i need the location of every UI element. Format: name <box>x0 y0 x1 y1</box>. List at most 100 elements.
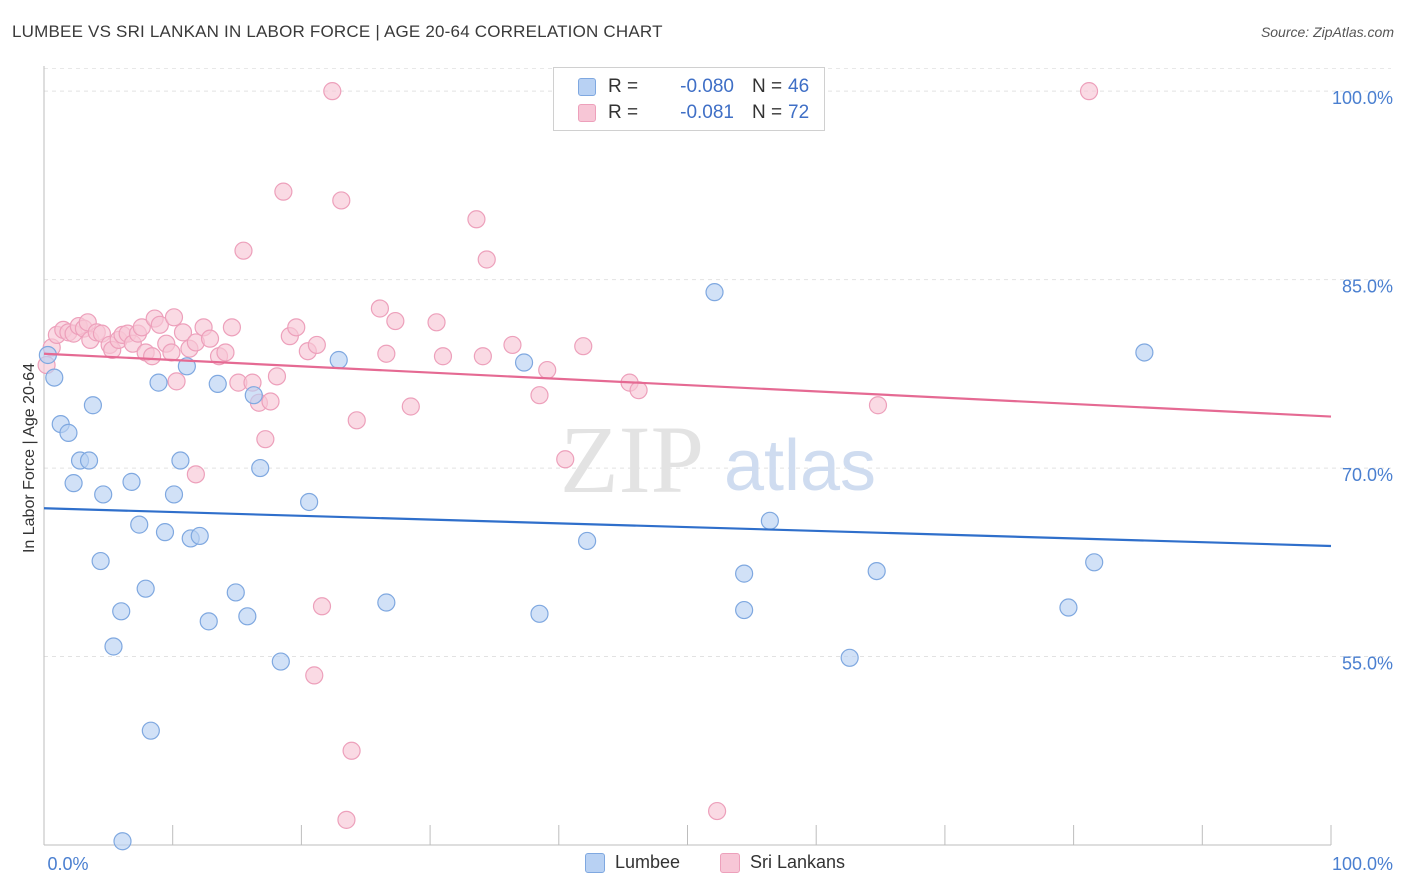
lumbee-trend-line <box>43 507 1332 548</box>
srilankan-swatch <box>578 104 596 122</box>
r-label: R = <box>608 102 639 123</box>
srilankan-point <box>629 381 648 400</box>
lumbee-point <box>177 357 196 376</box>
x-tick-label: 0.0% <box>47 854 88 874</box>
srilankan-point <box>332 191 351 210</box>
lumbee-point <box>155 523 175 542</box>
legend-row-srilankan: R = -0.081 N = 72 <box>578 101 818 125</box>
lumbee-point <box>377 593 396 612</box>
srilankan-point <box>222 318 242 337</box>
lumbee-point <box>1085 553 1104 572</box>
srilankan-point <box>433 347 453 366</box>
srilankan-point <box>143 347 162 366</box>
lumbee-point <box>1135 343 1154 362</box>
chart-title: LUMBEE VS SRI LANKAN IN LABOR FORCE | AG… <box>12 22 663 41</box>
legend-item-lumbee[interactable]: Lumbee <box>585 852 680 873</box>
srilankan-point <box>467 210 486 229</box>
lumbee-point <box>840 648 859 667</box>
srilankan-point <box>530 386 549 405</box>
srilankan-point <box>173 323 193 342</box>
series-legend: Lumbee Sri Lankans <box>0 852 1406 878</box>
srilankan-point <box>370 299 390 318</box>
watermark: ZIP atlas <box>560 406 876 513</box>
lumbee-point <box>735 564 754 583</box>
lumbee-point <box>760 511 779 530</box>
lumbee-point <box>112 602 131 621</box>
r-value: -0.080 <box>680 76 734 97</box>
source-label: Source: ZipAtlas.com <box>1260 24 1394 40</box>
legend-label-srilankan: Sri Lankans <box>750 852 846 872</box>
srilankan-point <box>477 250 496 269</box>
lumbee-point <box>94 485 113 504</box>
r-value: -0.081 <box>680 102 734 123</box>
srilankan-point <box>574 337 593 356</box>
n-value: 72 <box>788 102 810 123</box>
srilankan-point <box>312 597 332 616</box>
lumbee-point <box>251 458 270 478</box>
n-label: N = <box>752 102 783 123</box>
srilankan-point <box>150 315 169 334</box>
srilankan-point <box>347 411 366 430</box>
lumbee-point <box>91 551 110 571</box>
srilankan-point <box>164 308 184 327</box>
lumbee-point <box>113 832 132 851</box>
lumbee-point <box>867 561 886 581</box>
lumbee-point <box>136 579 155 598</box>
lumbee-point <box>171 451 190 470</box>
lumbee-point <box>735 600 754 620</box>
srilankan-point <box>386 311 405 331</box>
srilankan-point <box>132 318 151 337</box>
srilankan-point <box>868 396 888 415</box>
lumbee-point <box>122 472 141 491</box>
srilankan-point <box>216 343 235 362</box>
lumbee-point <box>244 386 263 405</box>
lumbee-point <box>164 485 184 504</box>
lumbee-point <box>130 515 149 534</box>
srilankan-point <box>556 450 575 469</box>
lumbee-point <box>530 604 549 623</box>
n-label: N = <box>752 76 783 97</box>
lumbee-point <box>45 368 64 387</box>
srilankan-point <box>538 360 557 380</box>
legend-row-lumbee: R = -0.080 N = 46 <box>578 75 818 99</box>
lumbee-point <box>190 526 209 546</box>
lumbee-point <box>104 637 123 656</box>
srilankan-trend-line <box>43 352 1332 418</box>
y-tick-label: 70.0% <box>1342 465 1393 485</box>
lumbee-point <box>705 283 724 302</box>
y-axis-label: In Labor Force | Age 20-64 <box>21 363 38 553</box>
srilankan-point <box>473 347 492 366</box>
lumbee-point <box>64 474 83 493</box>
lumbee-point <box>271 652 290 671</box>
srilankan-point <box>256 430 275 449</box>
lumbee-swatch <box>578 78 596 96</box>
n-value: 46 <box>788 76 810 97</box>
y-tick-label: 55.0% <box>1342 654 1393 674</box>
srilankan-point <box>337 810 356 829</box>
x-tick-labels: 0.0% 100.0% <box>47 854 1393 874</box>
legend-label-lumbee: Lumbee <box>615 852 681 872</box>
srilankan-point <box>708 801 727 821</box>
lumbee-point <box>514 353 534 372</box>
srilankan-point <box>305 666 324 685</box>
lumbee-legend-swatch <box>585 852 605 873</box>
lumbee-point <box>300 492 319 512</box>
srilankan-point <box>401 397 420 416</box>
srilankan-legend-swatch <box>720 852 740 873</box>
srilankan-point <box>267 367 287 386</box>
srilankan-point <box>167 372 186 391</box>
y-tick-label: 100.0% <box>1332 88 1393 108</box>
srilankan-point <box>377 344 396 363</box>
watermark-atlas: atlas <box>724 426 876 506</box>
lumbee-point <box>149 373 168 392</box>
lumbee-point <box>208 374 227 393</box>
lumbee-point <box>329 350 348 370</box>
srilankan-point <box>307 335 326 355</box>
lumbee-points <box>38 283 1154 851</box>
srilankan-point <box>342 741 361 760</box>
stats-legend: R = -0.080 N = 46 R = -0.081 N = 72 <box>553 67 825 131</box>
lumbee-point <box>199 612 218 631</box>
legend-item-srilankan[interactable]: Sri Lankans <box>720 852 845 873</box>
watermark-zip: ZIP <box>560 406 704 513</box>
